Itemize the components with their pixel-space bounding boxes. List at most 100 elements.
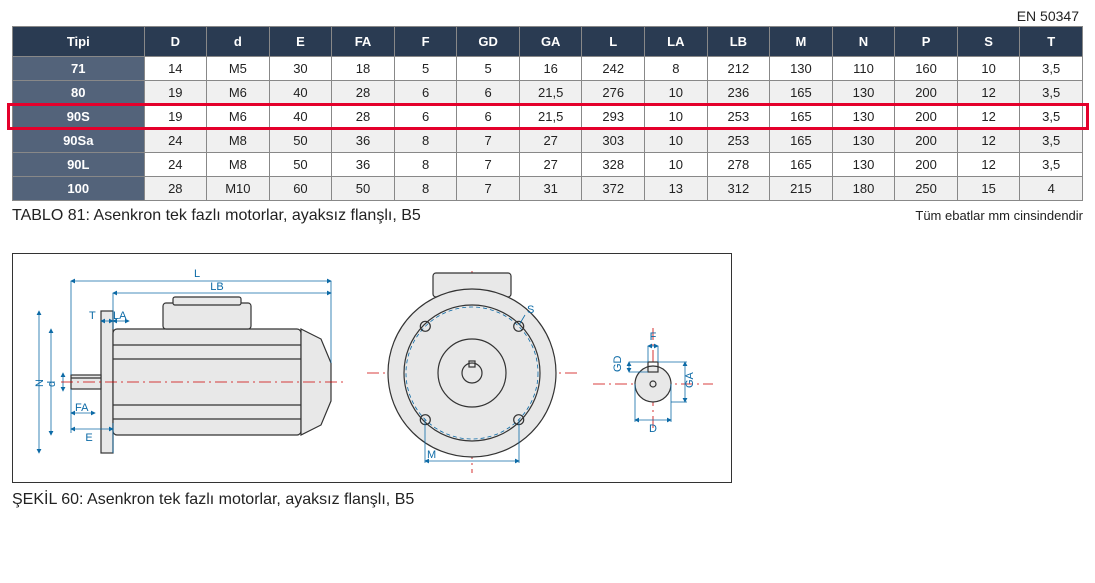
- dimension-table: TipiDdEFAFGDGALLALBMNPST 7114M5301855162…: [12, 26, 1083, 201]
- data-cell: 3,5: [1020, 105, 1083, 129]
- data-cell: 50: [269, 129, 332, 153]
- data-cell: 16: [519, 57, 582, 81]
- data-cell: 8: [645, 57, 708, 81]
- data-cell: 212: [707, 57, 770, 81]
- data-cell: 5: [457, 57, 520, 81]
- data-cell: 6: [394, 105, 457, 129]
- dim-N: N: [34, 379, 46, 387]
- data-cell: 303: [582, 129, 645, 153]
- table-row: 90Sa24M85036872730310253165130200123,5: [13, 129, 1083, 153]
- units-note: Tüm ebatlar mm cinsindendir: [915, 208, 1083, 223]
- dim-M: M: [427, 449, 436, 461]
- table-row: 7114M5301855162428212130110160103,5: [13, 57, 1083, 81]
- data-cell: 14: [144, 57, 207, 81]
- data-cell: 328: [582, 153, 645, 177]
- data-cell: 10: [645, 129, 708, 153]
- data-cell: 15: [957, 177, 1020, 201]
- data-cell: 13: [645, 177, 708, 201]
- data-cell: 27: [519, 129, 582, 153]
- data-cell: 10: [957, 57, 1020, 81]
- dim-GD: GD: [612, 355, 624, 372]
- motor-side-view: P N d L LB T LA: [31, 263, 351, 473]
- data-cell: 24: [144, 153, 207, 177]
- col-header: Tipi: [13, 27, 145, 57]
- data-cell: 242: [582, 57, 645, 81]
- row-head-cell: 80: [13, 81, 145, 105]
- table-row: 90L24M85036872732810278165130200123,5: [13, 153, 1083, 177]
- row-head-cell: 71: [13, 57, 145, 81]
- data-cell: 276: [582, 81, 645, 105]
- caption-row: TABLO 81: Asenkron tek fazlı motorlar, a…: [12, 207, 1083, 225]
- data-cell: 12: [957, 129, 1020, 153]
- data-cell: 10: [645, 153, 708, 177]
- data-cell: 130: [770, 57, 833, 81]
- data-cell: M5: [207, 57, 270, 81]
- col-header: LA: [645, 27, 708, 57]
- motor-front-view: S M: [367, 263, 577, 473]
- data-cell: 250: [895, 177, 958, 201]
- data-cell: 7: [457, 153, 520, 177]
- data-cell: 278: [707, 153, 770, 177]
- data-cell: 7: [457, 177, 520, 201]
- col-header: M: [770, 27, 833, 57]
- data-cell: 12: [957, 153, 1020, 177]
- figure-box: P N d L LB T LA: [12, 253, 732, 483]
- data-cell: 3,5: [1020, 129, 1083, 153]
- standard-label: EN 50347: [12, 8, 1083, 24]
- data-cell: 4: [1020, 177, 1083, 201]
- data-cell: 21,5: [519, 81, 582, 105]
- data-cell: 18: [332, 57, 395, 81]
- dim-F: F: [650, 331, 657, 343]
- data-cell: 160: [895, 57, 958, 81]
- data-cell: 215: [770, 177, 833, 201]
- col-header: FA: [332, 27, 395, 57]
- data-cell: 50: [332, 177, 395, 201]
- col-header: E: [269, 27, 332, 57]
- data-cell: 12: [957, 105, 1020, 129]
- data-cell: 3,5: [1020, 57, 1083, 81]
- data-cell: 253: [707, 105, 770, 129]
- data-cell: 6: [394, 81, 457, 105]
- data-cell: M6: [207, 81, 270, 105]
- data-cell: 130: [832, 105, 895, 129]
- data-cell: 28: [332, 81, 395, 105]
- data-cell: 165: [770, 153, 833, 177]
- data-cell: 236: [707, 81, 770, 105]
- col-header: N: [832, 27, 895, 57]
- data-cell: 200: [895, 129, 958, 153]
- data-cell: 30: [269, 57, 332, 81]
- dimension-table-wrap: TipiDdEFAFGDGALLALBMNPST 7114M5301855162…: [12, 26, 1083, 201]
- dim-d: d: [46, 381, 58, 387]
- data-cell: 7: [457, 129, 520, 153]
- col-header: L: [582, 27, 645, 57]
- data-cell: 110: [832, 57, 895, 81]
- data-cell: 10: [645, 105, 708, 129]
- col-header: LB: [707, 27, 770, 57]
- col-header: T: [1020, 27, 1083, 57]
- data-cell: M8: [207, 153, 270, 177]
- table-row: 10028M106050873137213312215180250154: [13, 177, 1083, 201]
- data-cell: 253: [707, 129, 770, 153]
- data-cell: 165: [770, 129, 833, 153]
- table-caption: TABLO 81: Asenkron tek fazlı motorlar, a…: [12, 207, 421, 225]
- dim-FA: FA: [75, 402, 89, 414]
- data-cell: 5: [394, 57, 457, 81]
- dim-L: L: [194, 268, 200, 280]
- data-cell: 24: [144, 129, 207, 153]
- data-cell: 21,5: [519, 105, 582, 129]
- data-cell: M10: [207, 177, 270, 201]
- data-cell: 10: [645, 81, 708, 105]
- data-cell: 3,5: [1020, 81, 1083, 105]
- dim-T: T: [89, 310, 96, 322]
- data-cell: 180: [832, 177, 895, 201]
- data-cell: 12: [957, 81, 1020, 105]
- data-cell: 3,5: [1020, 153, 1083, 177]
- data-cell: 293: [582, 105, 645, 129]
- row-head-cell: 90Sa: [13, 129, 145, 153]
- data-cell: 165: [770, 81, 833, 105]
- data-cell: 8: [394, 177, 457, 201]
- data-cell: 200: [895, 81, 958, 105]
- data-cell: 372: [582, 177, 645, 201]
- data-cell: 28: [144, 177, 207, 201]
- col-header: F: [394, 27, 457, 57]
